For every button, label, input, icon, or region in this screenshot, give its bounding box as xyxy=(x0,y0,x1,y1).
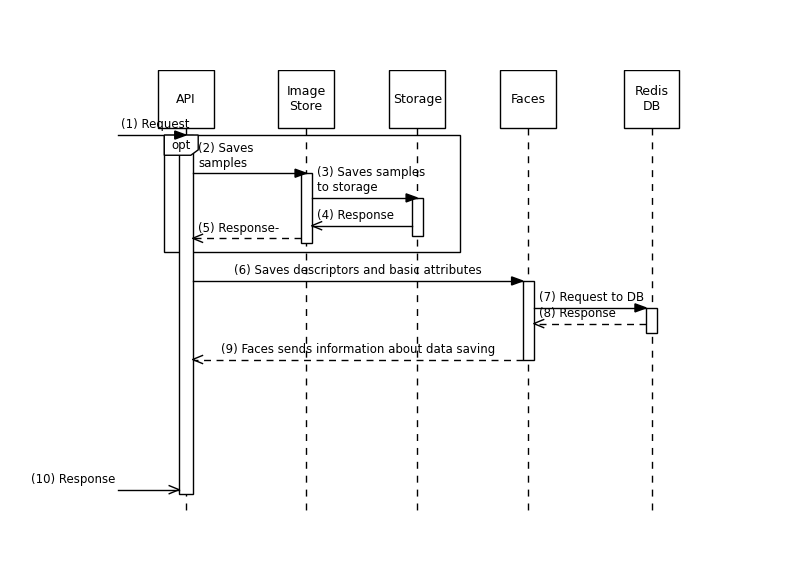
Polygon shape xyxy=(295,169,306,177)
Polygon shape xyxy=(512,277,523,285)
Text: Faces: Faces xyxy=(511,93,546,106)
Bar xyxy=(158,70,213,128)
Bar xyxy=(164,135,460,252)
Text: Image
Store: Image Store xyxy=(287,85,326,113)
Text: (5) Response-: (5) Response- xyxy=(198,222,279,235)
Text: (10) Response: (10) Response xyxy=(30,473,115,486)
Text: Redis
DB: Redis DB xyxy=(634,85,669,113)
Text: (9) Faces sends information about data saving: (9) Faces sends information about data s… xyxy=(220,343,495,356)
Polygon shape xyxy=(164,135,198,155)
Text: (7) Request to DB: (7) Request to DB xyxy=(540,292,645,304)
Polygon shape xyxy=(406,194,417,202)
Text: API: API xyxy=(176,93,196,106)
Text: (6) Saves descriptors and basic attributes: (6) Saves descriptors and basic attribut… xyxy=(234,264,482,278)
Bar xyxy=(301,173,312,243)
Bar xyxy=(646,308,657,332)
Text: (8) Response: (8) Response xyxy=(540,307,616,320)
Text: (1) Request: (1) Request xyxy=(121,118,189,131)
Text: (2) Saves
samples: (2) Saves samples xyxy=(198,142,254,170)
Bar xyxy=(624,70,679,128)
Text: Storage: Storage xyxy=(392,93,442,106)
Text: opt: opt xyxy=(172,139,191,152)
Bar xyxy=(389,70,445,128)
Bar xyxy=(523,281,534,360)
Bar xyxy=(279,70,334,128)
Text: (4) Response: (4) Response xyxy=(317,209,394,222)
Bar xyxy=(501,70,556,128)
Polygon shape xyxy=(175,131,185,139)
Polygon shape xyxy=(635,304,646,312)
Bar xyxy=(179,135,193,494)
Bar xyxy=(412,198,423,236)
Text: (3) Saves samples
to storage: (3) Saves samples to storage xyxy=(317,166,425,194)
